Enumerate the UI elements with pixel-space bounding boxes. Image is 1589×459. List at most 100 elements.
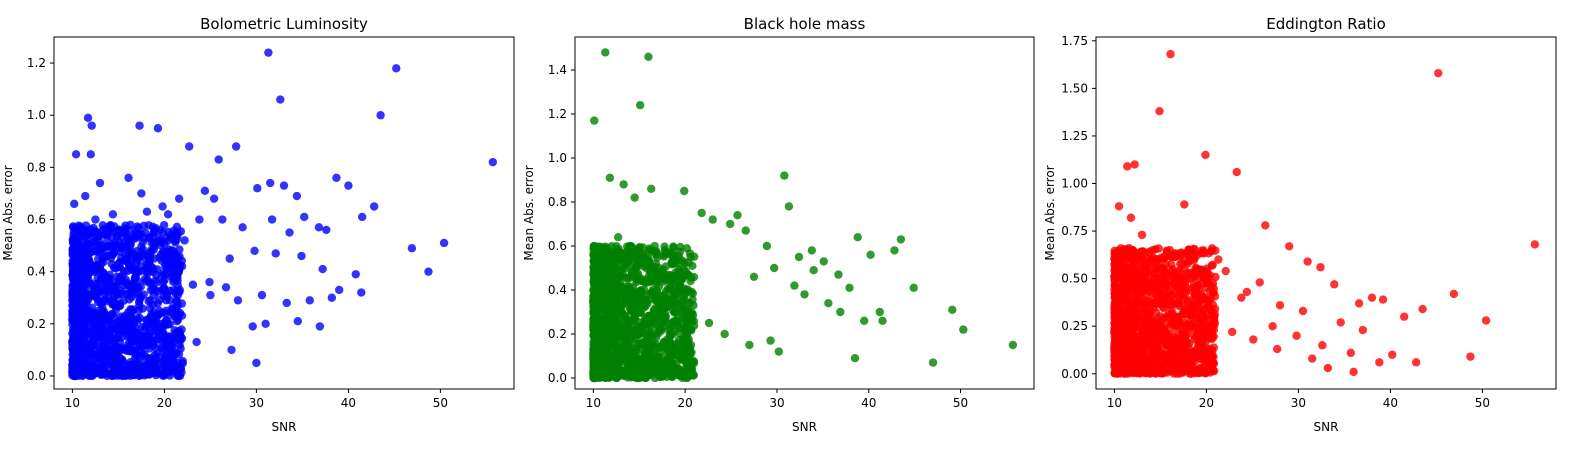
data-point: [128, 307, 137, 316]
chart-2-title: Black hole mass: [744, 15, 866, 33]
data-point: [128, 279, 138, 288]
data-point: [1156, 369, 1166, 378]
data-point: [70, 317, 79, 326]
data-point: [1125, 269, 1134, 278]
data-point: [590, 283, 599, 293]
data-point: [1180, 337, 1189, 346]
data-point: [142, 369, 151, 378]
data-point: [157, 238, 166, 247]
data-point: [601, 48, 610, 57]
data-point: [589, 345, 598, 354]
data-point: [682, 330, 691, 340]
data-point: [68, 311, 77, 320]
data-point: [164, 332, 174, 341]
data-point: [1181, 285, 1190, 295]
data-point: [1164, 329, 1174, 339]
data-point: [725, 219, 735, 229]
data-point: [620, 256, 629, 265]
data-point: [90, 267, 99, 277]
data-point: [143, 275, 152, 284]
data-point: [264, 48, 273, 57]
data-point: [89, 319, 99, 329]
data-point: [146, 248, 155, 257]
data-point: [1249, 335, 1258, 344]
data-point: [794, 252, 804, 262]
data-point: [1150, 281, 1160, 290]
data-point: [1183, 319, 1193, 329]
data-point: [680, 186, 689, 196]
data-point: [1192, 288, 1201, 297]
x-tick-label: 40: [1383, 396, 1398, 410]
data-point: [1121, 245, 1130, 254]
data-point: [77, 363, 86, 373]
data-point: [69, 352, 79, 361]
data-point: [192, 337, 201, 347]
data-point: [1156, 318, 1165, 327]
data-point: [122, 368, 132, 378]
data-point: [97, 362, 106, 371]
data-point: [615, 299, 625, 308]
data-point: [126, 225, 136, 235]
data-point: [75, 298, 85, 307]
data-point: [624, 353, 633, 362]
data-point: [658, 265, 668, 274]
data-point: [238, 223, 247, 232]
data-point: [595, 352, 604, 362]
y-tick-label: 0.0: [548, 371, 567, 385]
data-point: [1136, 332, 1145, 341]
data-point: [142, 361, 151, 370]
data-point: [1129, 290, 1139, 299]
data-point: [1199, 309, 1208, 319]
data-point: [89, 285, 99, 294]
data-point: [1145, 247, 1154, 257]
data-point: [762, 241, 772, 251]
data-point: [111, 240, 120, 249]
data-point: [168, 249, 177, 258]
data-point: [642, 295, 651, 305]
data-point: [1131, 255, 1140, 264]
data-point: [154, 334, 164, 344]
y-tick-label: 0.75: [1061, 224, 1088, 238]
data-point: [358, 212, 367, 222]
data-point: [749, 272, 759, 281]
data-point: [1211, 272, 1220, 282]
data-point: [669, 290, 679, 299]
chart-1-xlabel: SNR: [272, 420, 297, 434]
data-point: [96, 245, 106, 254]
data-point: [250, 246, 259, 256]
data-point: [644, 52, 653, 61]
data-point: [135, 313, 145, 323]
data-point: [1208, 359, 1217, 368]
data-point: [322, 225, 331, 235]
x-tick-label: 50: [1475, 396, 1490, 410]
data-point: [276, 95, 285, 104]
data-point: [267, 215, 277, 224]
data-point: [766, 336, 775, 345]
data-point: [1113, 369, 1122, 378]
data-point: [172, 316, 182, 326]
data-point: [656, 302, 665, 312]
data-point: [71, 246, 81, 256]
data-point: [1153, 288, 1163, 297]
data-point: [407, 244, 417, 253]
x-tick-label: 20: [157, 396, 172, 410]
data-point: [69, 328, 78, 338]
data-point: [704, 318, 714, 328]
data-point: [153, 287, 162, 296]
data-point: [677, 273, 687, 282]
data-point: [741, 226, 750, 235]
data-point: [209, 194, 219, 203]
data-point: [113, 324, 122, 334]
data-point: [1187, 357, 1196, 367]
data-point: [1285, 242, 1294, 251]
data-point: [1126, 213, 1136, 222]
data-point: [104, 242, 114, 252]
data-point: [171, 258, 180, 267]
data-point: [171, 363, 180, 372]
y-tick-label: 0.8: [548, 195, 567, 209]
data-point: [1205, 287, 1214, 296]
y-tick-label: 0.00: [1061, 367, 1088, 381]
data-point: [687, 287, 696, 297]
data-point: [600, 324, 609, 334]
data-point: [205, 277, 214, 287]
